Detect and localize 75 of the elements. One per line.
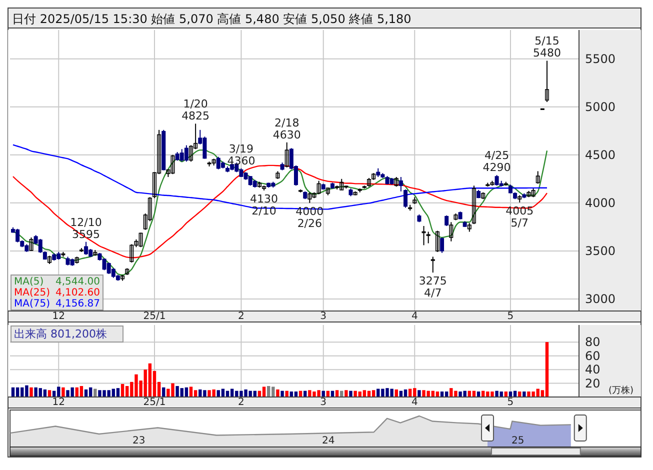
bar xyxy=(80,386,84,397)
bar xyxy=(94,388,97,397)
candlestick xyxy=(308,192,312,204)
bar xyxy=(30,387,33,397)
candlestick xyxy=(426,231,430,244)
bar xyxy=(120,384,124,397)
bar xyxy=(276,389,280,397)
y-tick-label: 5000 xyxy=(585,100,616,114)
y-tick-label: 5500 xyxy=(585,52,616,66)
x-tick-label: 25/1 xyxy=(143,311,166,322)
bar xyxy=(262,386,266,397)
x-tick-label: 3 xyxy=(320,397,327,408)
annotation: 5/15 5480 xyxy=(533,34,561,60)
text: MA(75) xyxy=(14,298,50,310)
candlestick xyxy=(284,142,289,168)
text: MA(25) xyxy=(14,288,50,298)
y-tick-label: 3000 xyxy=(585,292,616,306)
bar xyxy=(418,390,421,397)
candlestick xyxy=(394,176,398,188)
bar xyxy=(522,392,526,397)
x-tick-label: 4 xyxy=(411,397,418,408)
x-tick-label: 3 xyxy=(320,311,327,322)
candlestick xyxy=(545,60,549,103)
x-tick-label: 24 xyxy=(322,436,335,446)
annotation: 3/19 4360 xyxy=(227,142,256,168)
annotation: 4/25 4290 xyxy=(482,149,511,174)
x-tick-label: 5 xyxy=(507,311,514,322)
candlestick xyxy=(444,214,449,226)
y-tick-label: 40 xyxy=(585,362,600,377)
text: MA(5) xyxy=(14,276,44,288)
candlestick xyxy=(472,185,476,225)
chart-title: 出来高 801,200株 xyxy=(14,328,107,340)
x-tick-label: 25 xyxy=(511,436,524,446)
annotation: 4005 5/7 xyxy=(506,204,534,230)
x-tick-label: 4 xyxy=(411,311,418,322)
bar xyxy=(349,390,352,397)
annotation: 4,156.87 xyxy=(55,298,100,310)
x-tick-label: 5 xyxy=(507,397,514,408)
bar xyxy=(285,390,288,397)
candlestick xyxy=(84,241,88,256)
candlestick xyxy=(130,244,134,263)
x-tick-label: 12 xyxy=(52,397,66,408)
annotation: 2/18 4630 xyxy=(272,116,301,142)
x-tick-label: 2 xyxy=(238,311,244,322)
bar xyxy=(545,342,549,397)
y-tick-label: 4000 xyxy=(585,196,616,210)
candlestick xyxy=(29,237,34,252)
candlestick xyxy=(449,222,454,242)
y-tick-label: 3500 xyxy=(585,244,616,258)
y-tick-label: 4500 xyxy=(585,148,616,162)
annotation: 4,102.60 xyxy=(55,288,100,298)
y-axis-title: (万株) xyxy=(608,385,634,396)
bar xyxy=(148,363,152,397)
candlestick xyxy=(404,188,408,208)
x-tick-label: 25/1 xyxy=(143,397,166,408)
candlestick xyxy=(430,256,435,274)
y-tick-label: 20 xyxy=(585,376,600,390)
chart-title: 日付 2025/05/15 15:30 始値 5,070 高値 5,480 安値 5,050 終値 5,180 xyxy=(12,12,412,26)
candlestick xyxy=(184,144,188,162)
annotation: 4,544.00 xyxy=(55,276,100,288)
x-tick-label: 23 xyxy=(132,436,146,446)
bar xyxy=(189,386,193,397)
annotation: 1/20 4825 xyxy=(182,98,210,123)
bar xyxy=(280,390,284,397)
y-tick-label: 60 xyxy=(585,348,600,363)
annotation: 3275 4/7 xyxy=(418,274,447,300)
candlestick xyxy=(435,230,440,252)
x-tick-label: 2 xyxy=(238,397,244,408)
candlestick xyxy=(536,170,540,184)
y-tick-label: 80 xyxy=(585,335,600,350)
bar xyxy=(344,390,348,397)
x-tick-label: 12 xyxy=(52,311,66,322)
candlestick xyxy=(440,237,444,254)
bar xyxy=(62,387,65,397)
candlestick xyxy=(398,176,403,192)
